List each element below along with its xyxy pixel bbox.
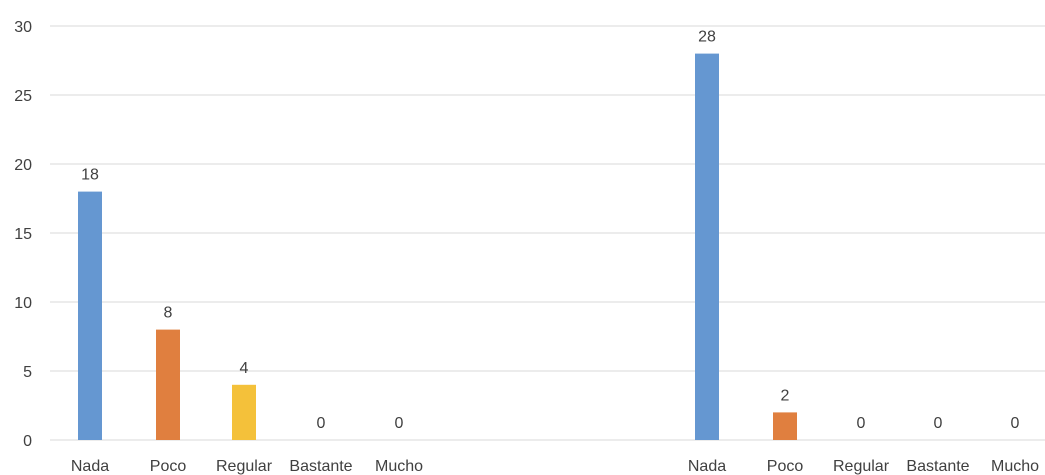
x-axis-categories: Nada Poco Regular Bastante Mucho Nada Poco Regu…	[71, 458, 1039, 475]
data-label: 0	[395, 415, 404, 432]
category-label: Nada	[71, 458, 109, 475]
data-label: 18	[81, 167, 99, 184]
bar-nada	[695, 53, 719, 440]
category-label: Poco	[150, 458, 187, 475]
y-tick-label: 20	[14, 157, 32, 174]
bar-regular	[232, 384, 256, 440]
y-tick-label: 10	[14, 295, 32, 312]
category-label: Mucho	[375, 458, 423, 475]
category-label: Bastante	[289, 458, 352, 475]
y-tick-label: 30	[14, 19, 32, 36]
gridlines	[50, 25, 1045, 441]
category-label: Regular	[833, 458, 890, 475]
bar-poco	[156, 329, 180, 440]
data-label: 0	[1011, 415, 1020, 432]
y-tick-label: 15	[14, 226, 32, 243]
bar-nada	[78, 191, 102, 440]
bar-poco	[773, 412, 797, 440]
y-tick-label: 25	[14, 88, 32, 105]
data-label: 8	[164, 305, 173, 322]
data-labels: 18 8 4 0 0 28 2 0 0 0	[81, 29, 1019, 432]
category-label: Bastante	[906, 458, 969, 475]
bars	[78, 53, 797, 440]
data-label: 2	[781, 387, 790, 404]
data-label: 28	[698, 29, 716, 46]
category-label: Mucho	[991, 458, 1039, 475]
data-label: 0	[857, 415, 866, 432]
y-tick-label: 0	[23, 433, 32, 450]
category-label: Regular	[216, 458, 273, 475]
y-axis-ticks: 0 5 10 15 20 25 30	[14, 19, 32, 450]
category-label: Poco	[767, 458, 804, 475]
data-label: 0	[317, 415, 326, 432]
data-label: 4	[240, 360, 249, 377]
category-label: Nada	[688, 458, 726, 475]
y-tick-label: 5	[23, 364, 32, 381]
data-label: 0	[934, 415, 943, 432]
